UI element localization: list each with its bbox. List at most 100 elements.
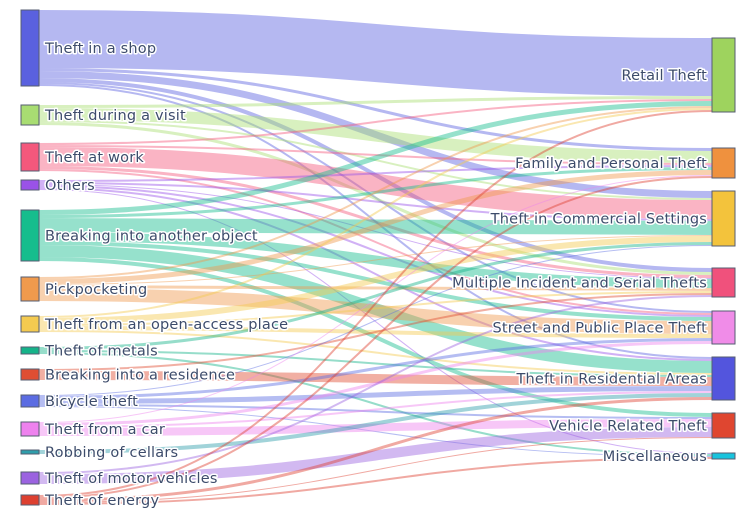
link-residence-multiple bbox=[38, 293, 713, 371]
node-label-motor: Theft of motor vehicles bbox=[44, 471, 218, 487]
node-label-residential: Theft in Residential Areas bbox=[515, 372, 707, 388]
link-open-retail bbox=[38, 108, 713, 318]
node-energy[interactable] bbox=[20, 494, 40, 506]
link-others-street bbox=[38, 185, 713, 317]
link-others-family bbox=[38, 165, 713, 182]
node-car[interactable] bbox=[20, 421, 40, 437]
node-label-energy: Theft of energy bbox=[44, 493, 159, 509]
node-label-pick: Pickpocketing bbox=[45, 282, 147, 298]
link-bicycle-vehicle bbox=[38, 404, 713, 419]
link-pick-retail bbox=[38, 106, 713, 279]
link-car-family bbox=[38, 175, 713, 423]
node-label-street: Street and Public Place Theft bbox=[492, 321, 707, 337]
node-retail[interactable] bbox=[711, 37, 736, 113]
node-label-vehicle: Vehicle Related Theft bbox=[549, 419, 707, 435]
link-work-multiple bbox=[38, 166, 713, 278]
node-label-visit: Theft during a visit bbox=[44, 108, 186, 124]
node-label-shop: Theft in a shop bbox=[44, 41, 156, 57]
node-bicycle[interactable] bbox=[20, 394, 40, 408]
link-object-commercial bbox=[38, 218, 713, 235]
link-energy-family bbox=[38, 176, 713, 499]
link-metals-misc bbox=[38, 352, 713, 456]
node-label-bicycle: Bicycle theft bbox=[45, 394, 138, 410]
link-car-street bbox=[38, 341, 713, 426]
node-label-retail: Retail Theft bbox=[622, 68, 708, 84]
link-others-multiple bbox=[38, 184, 713, 279]
node-visit[interactable] bbox=[20, 104, 40, 126]
node-label-misc: Miscellaneous bbox=[603, 449, 707, 465]
node-misc[interactable] bbox=[711, 452, 736, 460]
link-bicycle-misc bbox=[38, 406, 713, 457]
link-pick-family bbox=[38, 170, 713, 284]
node-multiple[interactable] bbox=[711, 267, 736, 298]
node-shop[interactable] bbox=[20, 9, 40, 87]
link-object-residential bbox=[38, 245, 713, 373]
link-pick-multiple bbox=[38, 285, 713, 291]
node-family[interactable] bbox=[711, 147, 736, 179]
node-commercial[interactable] bbox=[711, 190, 736, 247]
node-label-residence: Breaking into a residence bbox=[45, 368, 235, 384]
link-open-residential bbox=[38, 330, 713, 375]
link-shop-multiple bbox=[38, 78, 713, 272]
link-metals-residential bbox=[38, 350, 713, 377]
link-others-residential bbox=[38, 187, 713, 361]
link-residence-residential bbox=[38, 371, 713, 386]
sankey-labels-layer: Theft in a shop Theft during a visit Theft… bbox=[43, 40, 709, 511]
node-label-cellars: Robbing of cellars bbox=[45, 445, 178, 461]
link-shop-retail bbox=[38, 10, 713, 96]
node-label-family: Family and Personal Theft bbox=[515, 156, 707, 172]
link-work-street bbox=[38, 169, 713, 315]
link-energy-misc bbox=[38, 457, 713, 505]
link-motor-vehicle bbox=[38, 427, 713, 484]
node-label-others: Others bbox=[45, 178, 95, 194]
sankey-links-layer bbox=[38, 10, 713, 505]
link-open-commercial bbox=[38, 236, 713, 324]
node-cellars[interactable] bbox=[20, 449, 40, 455]
node-label-car: Theft from a car bbox=[44, 422, 165, 438]
node-others[interactable] bbox=[20, 179, 40, 191]
link-object-street bbox=[38, 241, 713, 321]
link-bicycle-residential bbox=[38, 386, 713, 404]
node-open[interactable] bbox=[20, 315, 40, 333]
node-motor[interactable] bbox=[20, 471, 40, 485]
link-work-commercial bbox=[38, 147, 713, 219]
node-object[interactable] bbox=[20, 209, 40, 262]
link-object-family bbox=[38, 167, 713, 218]
link-visit-family bbox=[38, 108, 713, 163]
link-work-retail bbox=[38, 99, 713, 145]
link-shop-commercial bbox=[38, 71, 713, 198]
node-residence[interactable] bbox=[20, 368, 40, 381]
link-shop-residential bbox=[38, 84, 713, 359]
link-work-family bbox=[38, 145, 713, 165]
link-others-commercial bbox=[38, 182, 713, 221]
link-car-residential bbox=[38, 391, 713, 428]
link-bicycle-street bbox=[38, 338, 713, 399]
link-metals-commercial bbox=[38, 242, 713, 350]
sankey-nodes-layer bbox=[20, 9, 736, 506]
link-energy-vehicle bbox=[38, 437, 713, 503]
node-label-multiple: Multiple Incident and Serial Thefts bbox=[452, 276, 707, 292]
link-pick-street bbox=[38, 288, 713, 334]
node-label-commercial: Theft in Commercial Settings bbox=[490, 212, 707, 228]
link-car-vehicle bbox=[38, 419, 713, 436]
node-label-metals: Theft of metals bbox=[44, 344, 158, 360]
node-street[interactable] bbox=[711, 310, 736, 345]
link-pick-commercial bbox=[38, 235, 713, 285]
link-cellars-residential bbox=[38, 393, 713, 454]
link-object-multiple bbox=[38, 232, 713, 288]
node-vehicle[interactable] bbox=[711, 412, 736, 439]
node-residential[interactable] bbox=[711, 356, 736, 401]
link-open-street bbox=[38, 326, 713, 338]
link-motor-multiple bbox=[38, 295, 713, 474]
node-pick[interactable] bbox=[20, 276, 40, 302]
link-energy-retail bbox=[38, 110, 713, 497]
link-visit-retail bbox=[38, 96, 713, 108]
link-object-vehicle bbox=[38, 257, 713, 417]
node-label-work: Theft at work bbox=[44, 150, 144, 166]
node-metals[interactable] bbox=[20, 346, 40, 355]
link-bicycle-commercial bbox=[38, 245, 713, 396]
link-visit-commercial bbox=[38, 120, 713, 200]
node-work[interactable] bbox=[20, 142, 40, 172]
